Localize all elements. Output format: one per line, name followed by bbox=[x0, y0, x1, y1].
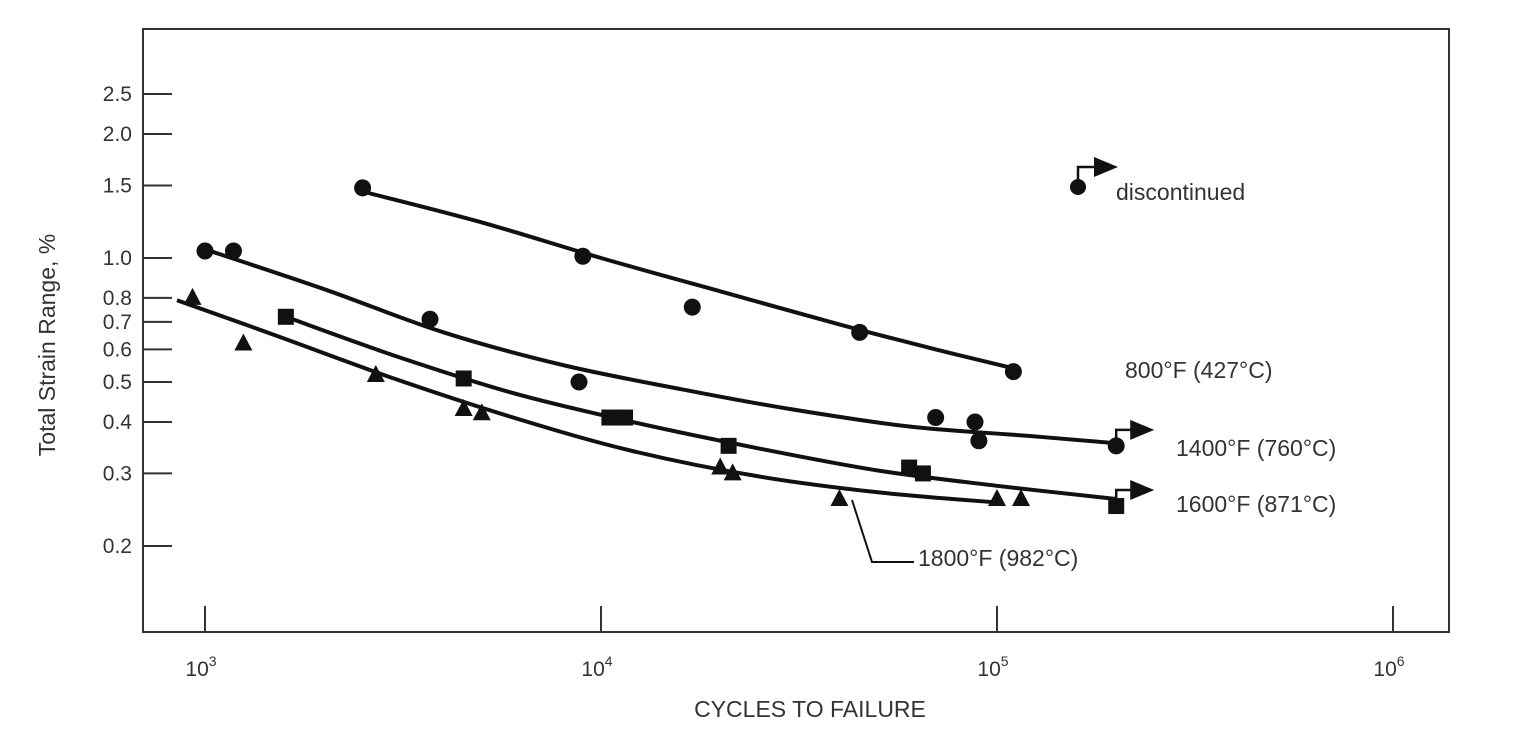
fit-curve bbox=[362, 189, 1014, 371]
y-tick-label: 0.7 bbox=[103, 311, 132, 334]
runout-arrow-icon bbox=[1130, 419, 1155, 440]
y-tick-label: 0.8 bbox=[103, 287, 132, 310]
y-tick-label: 2.0 bbox=[103, 123, 132, 146]
fit-curve bbox=[204, 247, 1117, 446]
series-1800-leader bbox=[851, 499, 914, 563]
data-point bbox=[723, 463, 742, 481]
leader-line bbox=[851, 499, 914, 563]
x-tick-label: 106 bbox=[1373, 653, 1404, 681]
y-tick-label: 1.5 bbox=[103, 174, 132, 197]
data-point bbox=[277, 308, 294, 325]
data-markers bbox=[183, 179, 1155, 515]
data-point bbox=[224, 242, 242, 260]
series-label-800: 800°F (427°C) bbox=[1125, 357, 1273, 383]
data-point bbox=[472, 403, 491, 421]
fit-curve bbox=[285, 314, 1117, 501]
data-point bbox=[570, 373, 588, 391]
y-tick-label: 0.5 bbox=[103, 371, 132, 394]
x-axis: 103 104 105 106 bbox=[185, 606, 1405, 681]
data-point bbox=[914, 465, 931, 482]
y-tick-label: 0.3 bbox=[103, 462, 132, 485]
data-point bbox=[901, 459, 918, 476]
series-label-1800: 1800°F (982°C) bbox=[918, 545, 1078, 571]
data-point bbox=[927, 409, 945, 427]
y-tick-label: 0.6 bbox=[103, 338, 132, 361]
data-point bbox=[354, 179, 372, 197]
data-point bbox=[683, 298, 701, 316]
data-point bbox=[1012, 489, 1031, 507]
x-tick-label: 105 bbox=[977, 653, 1008, 681]
y-tick-label: 2.5 bbox=[103, 83, 132, 106]
data-point bbox=[454, 399, 473, 417]
data-point bbox=[720, 437, 737, 454]
x-axis-title: CYCLES TO FAILURE bbox=[694, 696, 926, 722]
series-label-1600: 1600°F (871°C) bbox=[1176, 491, 1336, 517]
y-tick-label: 0.2 bbox=[103, 535, 132, 558]
fit-curve bbox=[176, 298, 998, 505]
data-point bbox=[421, 310, 439, 328]
discontinued-arrow-shaft bbox=[1076, 165, 1098, 187]
data-point bbox=[711, 457, 730, 475]
plot-frame bbox=[142, 28, 1450, 633]
y-axis: 0.2 0.3 0.4 0.5 0.6 0.70.8 1.0 1.5 2.0 2.5 bbox=[103, 83, 172, 558]
y-tick-label: 1.0 bbox=[103, 247, 132, 270]
data-point bbox=[1108, 498, 1125, 515]
runout-arrow-icon bbox=[1130, 480, 1155, 501]
data-point bbox=[234, 333, 253, 351]
discontinued-label: discontinued bbox=[1116, 179, 1245, 205]
series-label-1400: 1400°F (760°C) bbox=[1176, 435, 1336, 461]
data-point bbox=[830, 489, 849, 507]
data-point bbox=[183, 287, 202, 305]
fit-curves bbox=[176, 189, 1117, 505]
data-point bbox=[1004, 363, 1022, 381]
data-point bbox=[366, 365, 385, 383]
y-tick-label: 0.4 bbox=[103, 411, 133, 434]
data-point bbox=[988, 489, 1006, 507]
x-tick-label: 104 bbox=[581, 653, 612, 681]
data-point bbox=[574, 247, 592, 265]
data-point bbox=[601, 409, 618, 426]
x-tick-label: 103 bbox=[185, 653, 216, 681]
runout-arrow-shaft bbox=[1114, 488, 1133, 499]
data-point bbox=[966, 413, 984, 431]
data-point bbox=[1107, 437, 1125, 455]
data-point bbox=[455, 370, 472, 387]
data-point bbox=[196, 242, 214, 260]
data-point bbox=[617, 409, 634, 426]
discontinued-arrow-icon bbox=[1094, 157, 1118, 177]
data-point bbox=[851, 323, 869, 341]
y-axis-title: Total Strain Range, % bbox=[34, 234, 60, 456]
discontinued-legend: discontinued bbox=[1070, 157, 1245, 205]
runout-arrow-shaft bbox=[1114, 428, 1133, 438]
data-point bbox=[970, 432, 988, 450]
